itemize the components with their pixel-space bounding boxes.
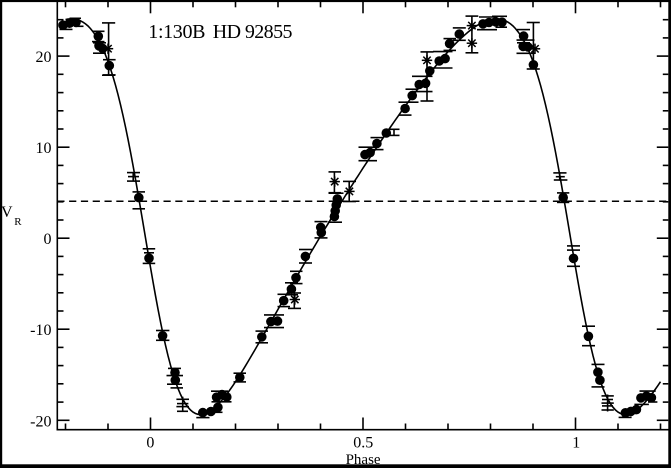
svg-text:1: 1 bbox=[572, 435, 580, 452]
svg-text:-20: -20 bbox=[30, 413, 51, 430]
svg-text:V: V bbox=[1, 204, 13, 221]
svg-text:0: 0 bbox=[44, 231, 52, 248]
svg-text:Phase: Phase bbox=[346, 452, 381, 468]
svg-text:R: R bbox=[14, 216, 22, 228]
svg-text:0: 0 bbox=[146, 435, 154, 452]
svg-text:20: 20 bbox=[36, 49, 52, 66]
svg-text:0.5: 0.5 bbox=[353, 435, 373, 452]
svg-text:HD 92855: HD 92855 bbox=[213, 21, 293, 43]
svg-text:1:130B: 1:130B bbox=[148, 21, 205, 43]
svg-text:-10: -10 bbox=[30, 322, 51, 339]
svg-text:10: 10 bbox=[36, 140, 52, 157]
